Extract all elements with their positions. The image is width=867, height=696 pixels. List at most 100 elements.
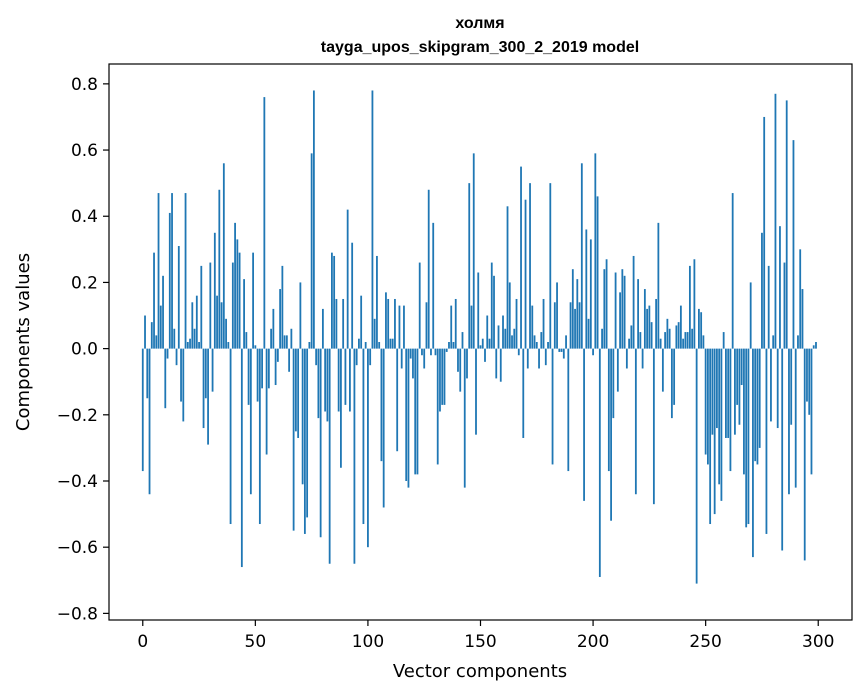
bar (661, 348, 664, 392)
bar (312, 90, 315, 349)
bar (511, 335, 513, 349)
y-tick-label: 0.4 (71, 207, 98, 227)
bar (711, 348, 714, 435)
bar (227, 342, 230, 349)
bar (486, 315, 489, 349)
y-tick-label: −0.8 (57, 604, 98, 624)
bar (306, 348, 309, 518)
bar (722, 332, 725, 349)
bar (355, 348, 358, 366)
bar (569, 302, 572, 349)
bar (788, 348, 790, 495)
bar (670, 348, 673, 419)
y-tick-label: 0.6 (71, 141, 98, 161)
bar (193, 328, 196, 349)
bar (621, 269, 624, 349)
bar (515, 298, 518, 349)
bar (155, 335, 158, 349)
bar (740, 348, 743, 386)
bar (493, 275, 495, 349)
bar (403, 305, 405, 349)
bar (340, 348, 342, 468)
bar (303, 348, 306, 534)
bar (506, 206, 509, 349)
bar (144, 315, 146, 349)
bar (738, 348, 741, 425)
chart-subtitle: tayga_upos_skipgram_300_2_2019 model (321, 39, 639, 56)
bar (686, 332, 689, 349)
bar (648, 305, 651, 349)
bar (267, 348, 270, 389)
bar (477, 272, 480, 349)
bar (713, 348, 716, 515)
bar (427, 189, 430, 349)
bar (531, 305, 534, 349)
bar (166, 348, 169, 359)
bar (520, 166, 522, 349)
bar (551, 348, 554, 465)
bar (405, 348, 408, 481)
bar (265, 348, 268, 455)
bar (225, 318, 227, 349)
bar (673, 348, 676, 405)
bar (770, 348, 772, 422)
bar (601, 328, 603, 349)
bar (445, 348, 448, 352)
bar (256, 348, 259, 402)
x-tick-label: 300 (802, 632, 834, 652)
bars-group (141, 90, 817, 584)
x-tick-label: 250 (689, 632, 721, 652)
bar (394, 298, 396, 349)
bar (603, 269, 606, 349)
bar (344, 348, 347, 405)
bar (643, 289, 646, 349)
bar (693, 259, 696, 349)
bar (792, 140, 795, 349)
bar (380, 348, 383, 462)
bar (180, 348, 182, 402)
bar (698, 308, 700, 349)
bar (544, 348, 547, 366)
bar (376, 255, 378, 349)
bar (436, 348, 439, 465)
bar (470, 305, 473, 349)
bar (184, 193, 187, 349)
bar (191, 302, 194, 349)
bar (276, 348, 279, 362)
bar (371, 90, 374, 349)
bar (625, 348, 628, 369)
bar (709, 348, 712, 525)
bar (231, 262, 234, 349)
bar (535, 342, 538, 349)
bar (524, 199, 527, 349)
bar (209, 262, 212, 349)
bar (283, 335, 286, 349)
chart-title: холмя (455, 15, 504, 32)
bar (610, 348, 612, 521)
bar (468, 183, 471, 349)
bar (695, 348, 698, 584)
bar (657, 222, 660, 349)
bar (794, 348, 797, 488)
bar (513, 328, 516, 349)
bar (150, 322, 153, 349)
bar (612, 348, 615, 419)
x-tick-label: 0 (137, 632, 148, 652)
bar (560, 348, 563, 352)
x-axis-label: Vector components (393, 661, 567, 682)
bar (587, 318, 590, 349)
bar (729, 348, 732, 472)
bar (553, 302, 556, 349)
bar (364, 342, 367, 349)
bar (461, 332, 464, 349)
bar (497, 325, 500, 349)
bar (801, 289, 804, 349)
bar (702, 335, 705, 349)
y-tick-label: −0.4 (57, 472, 98, 492)
bar (459, 348, 462, 392)
bar (331, 252, 333, 349)
bar (252, 252, 254, 349)
bar (263, 97, 266, 349)
bar (315, 348, 318, 366)
bar (198, 342, 200, 349)
